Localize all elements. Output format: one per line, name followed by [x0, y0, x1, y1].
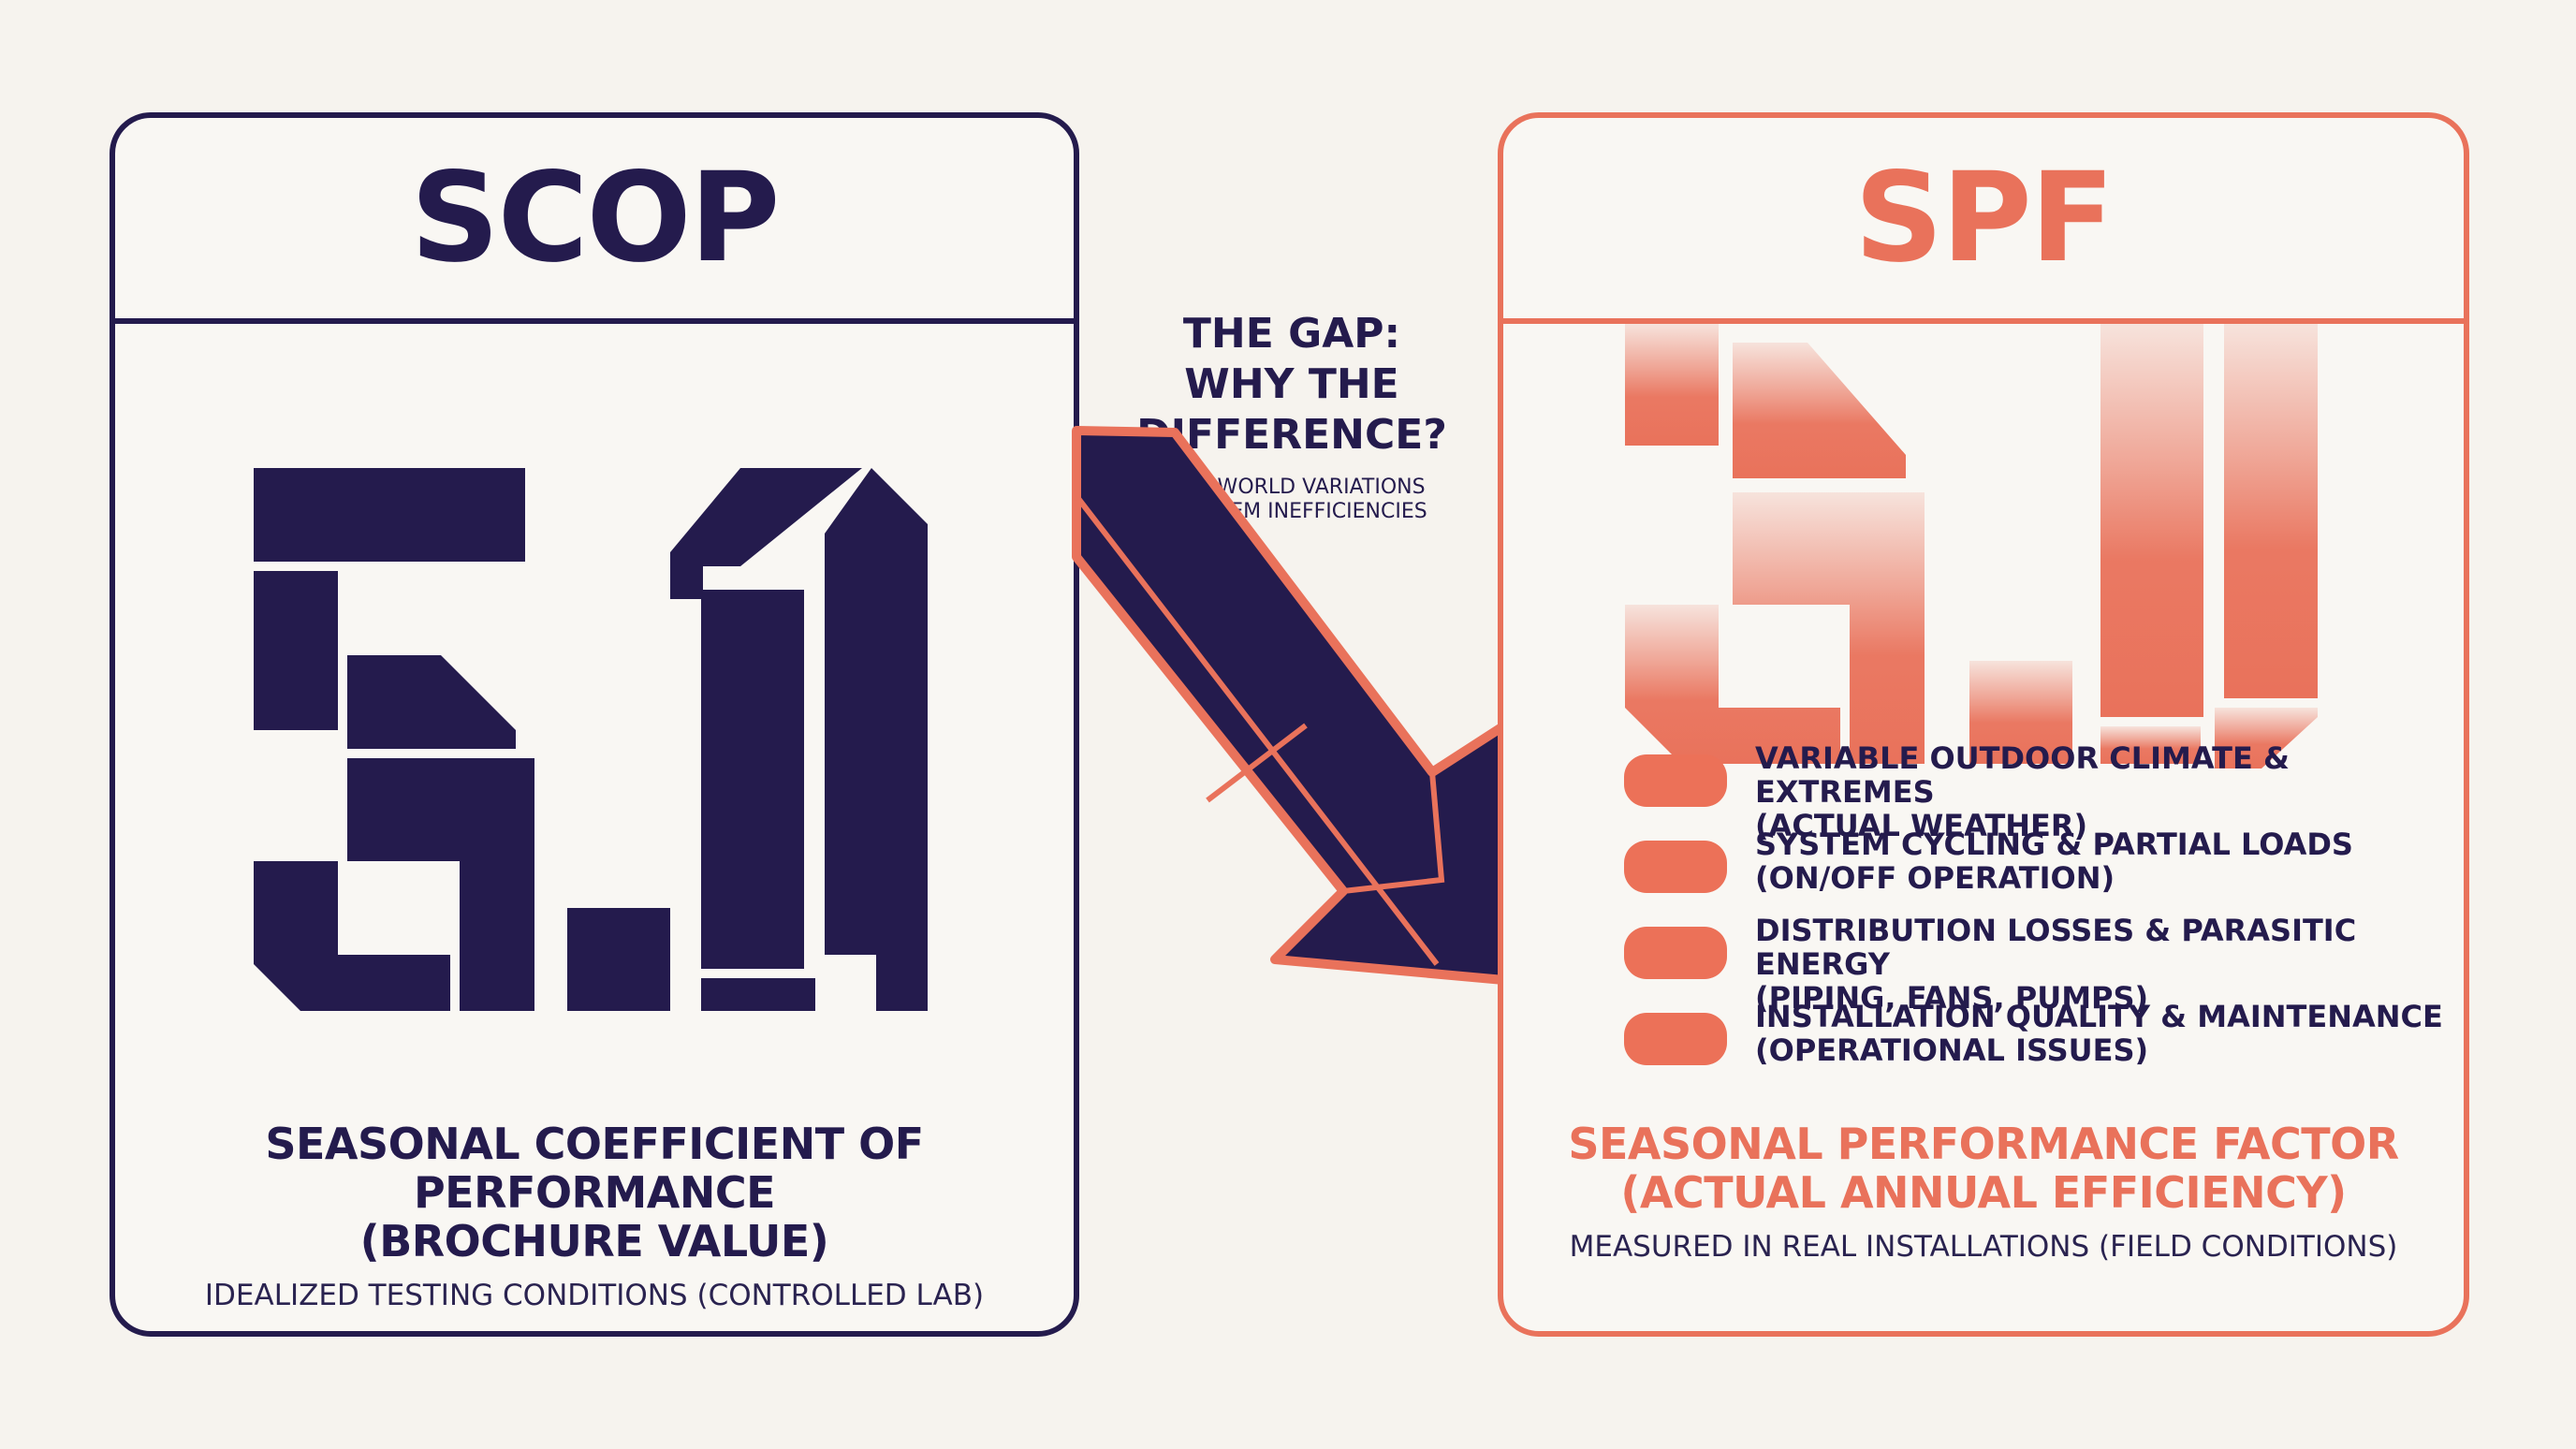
scop-title-line2: (BROCHURE VALUE)	[359, 1216, 829, 1266]
bullet-pill-icon	[1624, 754, 1727, 807]
scop-value-5-0	[254, 468, 928, 1011]
spf-card: SPF SEASONAL PERFORMANCE FACTOR	[1498, 112, 2469, 1337]
bullet-pill-icon	[1624, 1013, 1727, 1065]
scop-header: SCOP	[115, 118, 1074, 324]
spf-value-5-0	[1625, 324, 2318, 768]
spf-title-line1: SEASONAL PERFORMANCE FACTOR	[1568, 1119, 2399, 1169]
gap-title: THE GAP: WHY THE DIFFERENCE?	[1136, 310, 1447, 459]
bullet-pill-icon	[1624, 841, 1727, 893]
diagonal-arrow-down-right-icon	[1072, 426, 1540, 988]
spf-title-line2: (ACTUAL ANNUAL EFFICIENCY)	[1620, 1167, 2347, 1218]
factor-text: INSTALLATION QUALITY & MAINTENANCE (OPER…	[1755, 999, 2443, 1068]
factor-text: DISTRIBUTION LOSSES & PARASITIC ENERGY (…	[1755, 913, 2357, 1016]
scop-subtitle: IDEALIZED TESTING CONDITIONS (CONTROLLED…	[204, 1279, 985, 1312]
spf-header: SPF	[1503, 118, 2464, 324]
factor-text: SYSTEM CYCLING & PARTIAL LOADS (ON/OFF O…	[1755, 827, 2353, 896]
scop-label-block: SEASONAL COEFFICIENT OF PERFORMANCE (BRO…	[115, 1120, 1074, 1314]
scop-card: SCOP SEASONAL COEFFICIENT OF PERFORMANCE…	[110, 112, 1079, 1337]
spf-subtitle: MEASURED IN REAL INSTALLATIONS (FIELD CO…	[1569, 1230, 2398, 1264]
gap-label-block: THE GAP: WHY THE DIFFERENCE? REAL-WORLD …	[1105, 309, 1479, 524]
scop-title-line1: SEASONAL COEFFICIENT OF PERFORMANCE	[265, 1119, 924, 1218]
factor-text: VARIABLE OUTDOOR CLIMATE & EXTREMES (ACT…	[1755, 740, 2290, 843]
bullet-pill-icon	[1624, 927, 1727, 979]
spf-label-block: SEASONAL PERFORMANCE FACTOR (ACTUAL ANNU…	[1503, 1120, 2464, 1266]
